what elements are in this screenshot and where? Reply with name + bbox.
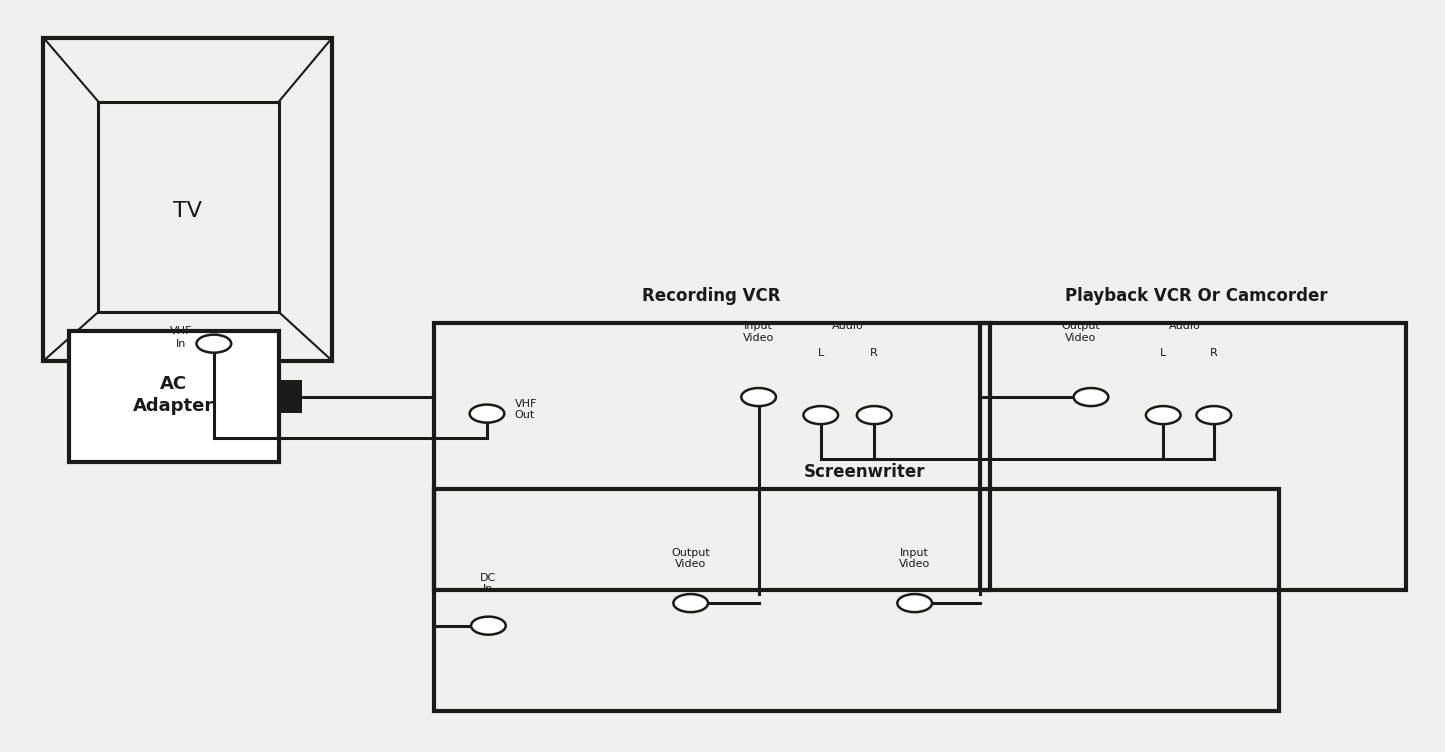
- Text: In: In: [175, 338, 186, 349]
- Circle shape: [470, 405, 504, 423]
- Text: In: In: [483, 584, 494, 594]
- Circle shape: [803, 406, 838, 424]
- Bar: [69, 331, 279, 462]
- Text: DC: DC: [480, 572, 497, 583]
- Text: Playback VCR Or Camcorder: Playback VCR Or Camcorder: [1065, 287, 1328, 305]
- Text: Video: Video: [899, 559, 931, 569]
- Text: Video: Video: [1065, 333, 1097, 344]
- Text: Adapter: Adapter: [133, 397, 214, 415]
- Text: L: L: [1160, 348, 1166, 359]
- Circle shape: [1196, 406, 1231, 424]
- Text: Audio: Audio: [832, 320, 864, 331]
- Text: Out: Out: [514, 410, 535, 420]
- Text: Input: Input: [744, 320, 773, 331]
- Text: TV: TV: [173, 201, 202, 220]
- Text: Input: Input: [900, 547, 929, 558]
- Circle shape: [197, 335, 231, 353]
- Text: R: R: [870, 348, 879, 359]
- Bar: [980, 323, 1406, 590]
- Text: VHF: VHF: [514, 399, 536, 409]
- Circle shape: [673, 594, 708, 612]
- Bar: [434, 323, 990, 590]
- Bar: [279, 381, 302, 414]
- Text: Video: Video: [675, 559, 707, 569]
- Circle shape: [471, 617, 506, 635]
- Text: L: L: [818, 348, 824, 359]
- Text: Recording VCR: Recording VCR: [642, 287, 780, 305]
- Circle shape: [741, 388, 776, 406]
- Circle shape: [857, 406, 892, 424]
- Text: Audio: Audio: [1169, 320, 1201, 331]
- Text: R: R: [1209, 348, 1218, 359]
- Text: VHF: VHF: [169, 326, 192, 336]
- Text: Screenwriter: Screenwriter: [803, 462, 925, 481]
- Text: Video: Video: [743, 333, 775, 344]
- Text: Output: Output: [1062, 320, 1100, 331]
- Bar: [98, 102, 279, 312]
- Circle shape: [1146, 406, 1181, 424]
- Circle shape: [1074, 388, 1108, 406]
- Circle shape: [897, 594, 932, 612]
- Bar: [434, 489, 1279, 711]
- Text: Output: Output: [672, 547, 709, 558]
- Text: AC: AC: [160, 374, 186, 393]
- Bar: [43, 38, 332, 361]
